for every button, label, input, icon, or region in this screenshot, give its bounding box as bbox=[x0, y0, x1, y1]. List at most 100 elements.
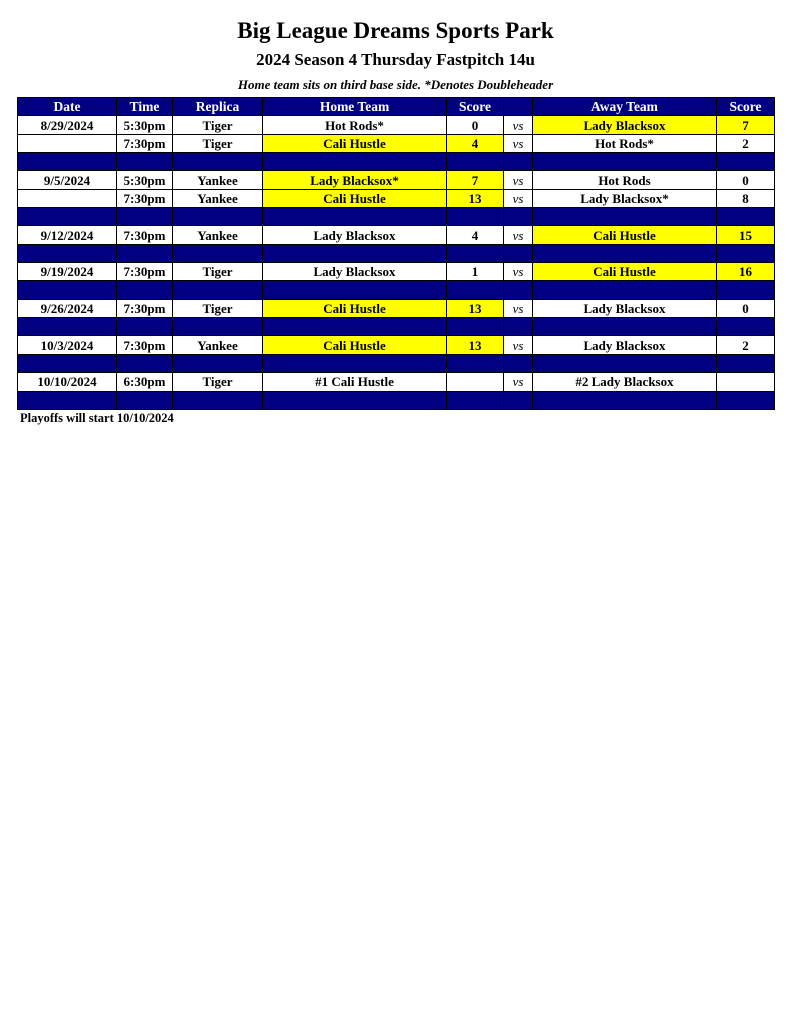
away-team-cell: Cali Hustle bbox=[532, 225, 717, 245]
table-row: 9/5/2024 5:30pm Yankee Lady Blacksox* 7 vs Hot… bbox=[17, 170, 775, 190]
table-row: 9/26/2024 7:30pm Tiger Cali Hustle 13 vs Lady … bbox=[17, 298, 775, 319]
separator-cell bbox=[262, 280, 447, 300]
table-row: 7:30pm Tiger Cali Hustle 4 vs Hot Rods* 2 bbox=[17, 133, 775, 154]
home-score-cell: 0 bbox=[446, 115, 504, 135]
separator-cell bbox=[262, 207, 447, 227]
separator-cell bbox=[17, 353, 117, 374]
away-score-cell: 8 bbox=[716, 188, 775, 209]
separator-row bbox=[17, 243, 775, 264]
away-score-cell: 0 bbox=[716, 170, 775, 190]
home-score-cell bbox=[446, 372, 504, 392]
schedule-table: Date Time Replica Home Team Score Away T… bbox=[17, 96, 775, 410]
home-team-cell: Cali Hustle bbox=[262, 188, 447, 209]
replica-cell: Tiger bbox=[172, 372, 263, 392]
separator-cell bbox=[116, 353, 173, 374]
separator-cell bbox=[503, 280, 533, 300]
time-cell: 5:30pm bbox=[116, 170, 173, 190]
separator-row bbox=[17, 207, 775, 227]
separator-row bbox=[17, 280, 775, 300]
separator-cell bbox=[532, 280, 717, 300]
table-row: 10/10/2024 6:30pm Tiger #1 Cali Hustle vs #2 … bbox=[17, 372, 775, 392]
separator-cell bbox=[446, 243, 504, 264]
replica-cell: Yankee bbox=[172, 188, 263, 209]
footer-note: Playoffs will start 10/10/2024 bbox=[20, 411, 174, 425]
separator-cell bbox=[116, 280, 173, 300]
header-away-score: Score bbox=[716, 96, 775, 117]
vs-cell: vs bbox=[503, 188, 533, 209]
replica-cell: Tiger bbox=[172, 133, 263, 154]
separator-cell bbox=[446, 317, 504, 337]
separator-cell bbox=[172, 317, 263, 337]
date-cell: 9/5/2024 bbox=[17, 170, 117, 190]
away-score-cell: 7 bbox=[716, 115, 775, 135]
away-team-cell: Lady Blacksox* bbox=[532, 188, 717, 209]
away-team-cell: Hot Rods* bbox=[532, 133, 717, 154]
home-team-cell: Cali Hustle bbox=[262, 298, 447, 319]
table-row: 9/12/2024 7:30pm Yankee Lady Blacksox 4 vs Cal… bbox=[17, 225, 775, 245]
separator-cell bbox=[503, 390, 533, 410]
date-cell bbox=[17, 188, 117, 209]
time-cell: 7:30pm bbox=[116, 262, 173, 282]
separator-cell bbox=[17, 317, 117, 337]
separator-cell bbox=[446, 390, 504, 410]
time-cell: 7:30pm bbox=[116, 133, 173, 154]
replica-cell: Tiger bbox=[172, 115, 263, 135]
header-time: Time bbox=[116, 96, 173, 117]
page-subtitle: 2024 Season 4 Thursday Fastpitch 14u bbox=[256, 50, 535, 69]
separator-row bbox=[17, 353, 775, 374]
away-score-cell: 16 bbox=[716, 262, 775, 282]
separator-cell bbox=[116, 152, 173, 172]
separator-cell bbox=[172, 207, 263, 227]
separator-cell bbox=[116, 390, 173, 410]
home-score-cell: 7 bbox=[446, 170, 504, 190]
separator-cell bbox=[716, 280, 775, 300]
separator-cell bbox=[262, 390, 447, 410]
away-team-cell: Cali Hustle bbox=[532, 262, 717, 282]
vs-cell: vs bbox=[503, 115, 533, 135]
home-team-cell: Lady Blacksox* bbox=[262, 170, 447, 190]
vs-cell: vs bbox=[503, 372, 533, 392]
separator-cell bbox=[262, 353, 447, 374]
separator-cell bbox=[503, 207, 533, 227]
separator-cell bbox=[532, 390, 717, 410]
separator-cell bbox=[716, 353, 775, 374]
date-cell: 9/12/2024 bbox=[17, 225, 117, 245]
away-score-cell: 2 bbox=[716, 335, 775, 355]
home-score-cell: 4 bbox=[446, 133, 504, 154]
separator-cell bbox=[17, 243, 117, 264]
home-score-cell: 1 bbox=[446, 262, 504, 282]
date-cell: 9/19/2024 bbox=[17, 262, 117, 282]
date-cell: 9/26/2024 bbox=[17, 298, 117, 319]
separator-row bbox=[17, 317, 775, 337]
replica-cell: Yankee bbox=[172, 170, 263, 190]
page-note: Home team sits on third base side. *Deno… bbox=[237, 77, 554, 92]
separator-cell bbox=[172, 353, 263, 374]
separator-cell bbox=[116, 243, 173, 264]
separator-cell bbox=[262, 152, 447, 172]
replica-cell: Tiger bbox=[172, 262, 263, 282]
separator-cell bbox=[262, 243, 447, 264]
separator-cell bbox=[503, 243, 533, 264]
header-home-team: Home Team bbox=[262, 96, 447, 117]
time-cell: 7:30pm bbox=[116, 298, 173, 319]
time-cell: 7:30pm bbox=[116, 188, 173, 209]
home-score-cell: 4 bbox=[446, 225, 504, 245]
away-score-cell bbox=[716, 372, 775, 392]
table-row: 8/29/2024 5:30pm Tiger Hot Rods* 0 vs Lady Bla… bbox=[17, 115, 775, 135]
separator-cell bbox=[446, 353, 504, 374]
vs-cell: vs bbox=[503, 170, 533, 190]
away-score-cell: 15 bbox=[716, 225, 775, 245]
separator-cell bbox=[716, 152, 775, 172]
date-cell: 8/29/2024 bbox=[17, 115, 117, 135]
home-team-cell: Hot Rods* bbox=[262, 115, 447, 135]
separator-cell bbox=[172, 390, 263, 410]
separator-cell bbox=[716, 207, 775, 227]
table-row: 10/3/2024 7:30pm Yankee Cali Hustle 13 vs Lady… bbox=[17, 335, 775, 355]
away-team-cell: #2 Lady Blacksox bbox=[532, 372, 717, 392]
separator-cell bbox=[446, 152, 504, 172]
separator-cell bbox=[446, 207, 504, 227]
separator-cell bbox=[116, 207, 173, 227]
home-team-cell: Cali Hustle bbox=[262, 335, 447, 355]
table-row: 9/19/2024 7:30pm Tiger Lady Blacksox 1 vs Cali… bbox=[17, 262, 775, 282]
separator-cell bbox=[17, 207, 117, 227]
